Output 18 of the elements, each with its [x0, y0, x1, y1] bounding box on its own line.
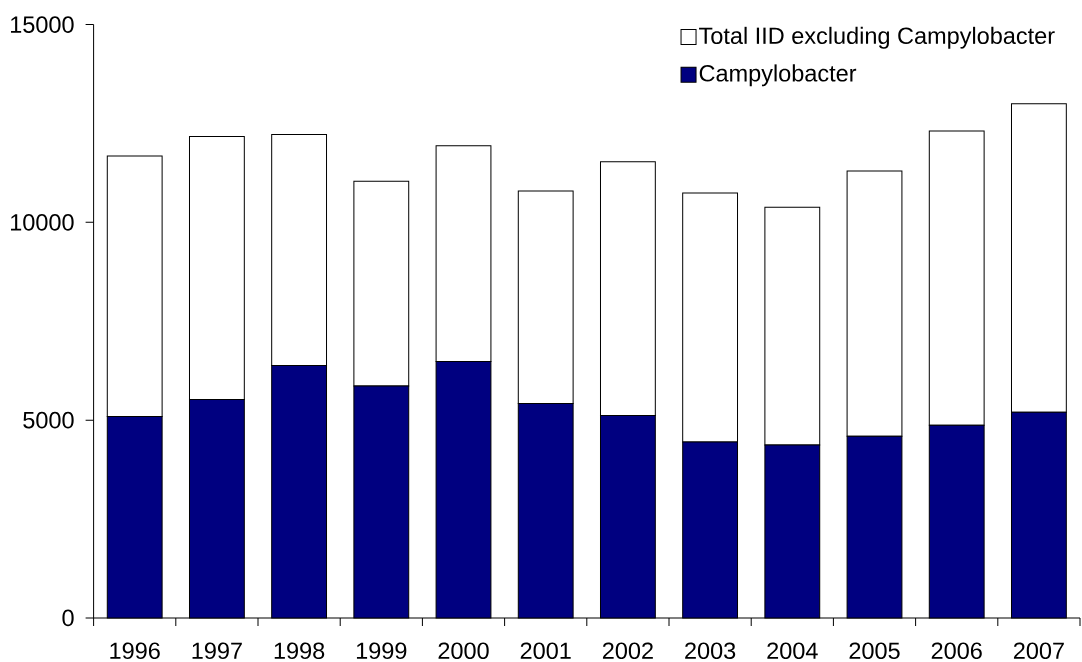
y-tick-label: 10000 — [11, 214, 74, 231]
y-tick-label: 15000 — [11, 16, 74, 33]
legend-label: Campylobacter — [699, 64, 857, 87]
x-tick-label: 2004 — [767, 642, 818, 660]
x-tick-label: 2000 — [438, 642, 489, 660]
legend-label: Total IID excluding Campylobacter — [699, 26, 1055, 49]
x-tick-label: 2001 — [520, 642, 571, 660]
x-tick-label: 1998 — [274, 642, 325, 660]
x-tick-label: 1999 — [356, 642, 407, 660]
x-tick-label: 2003 — [685, 642, 736, 660]
y-tick-label: 5000 — [23, 411, 74, 429]
x-tick-label: 2005 — [849, 642, 900, 660]
x-tick-label: 2007 — [1013, 642, 1064, 660]
x-tick-label: 1996 — [110, 642, 160, 660]
x-tick-label: 2006 — [931, 642, 982, 660]
y-tick-label: 0 — [62, 609, 74, 627]
x-tick-label: 2002 — [602, 642, 653, 660]
x-tick-label: 1997 — [192, 642, 242, 660]
